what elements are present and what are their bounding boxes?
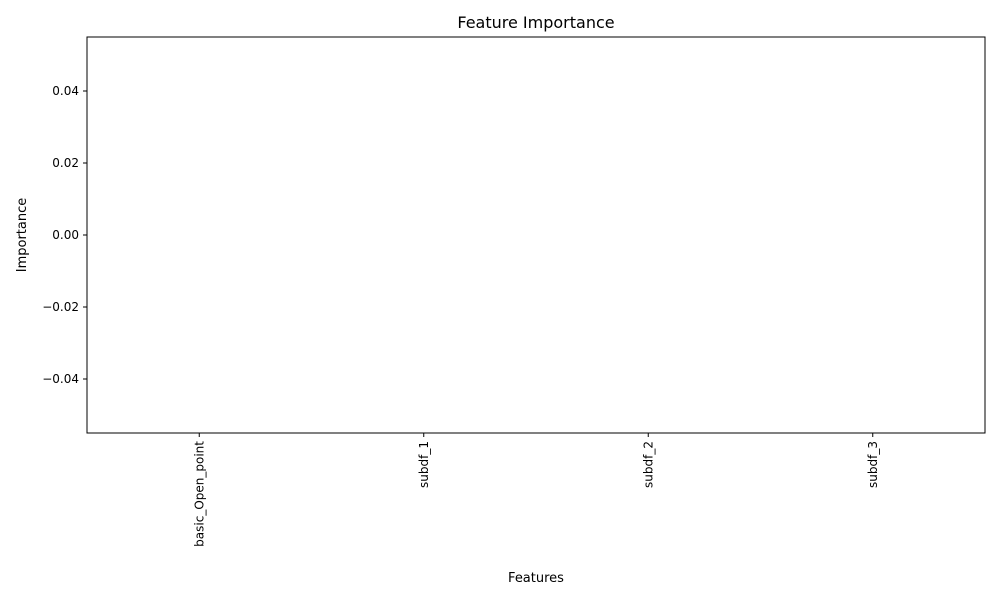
x-tick-label: basic_Open_point: [192, 441, 206, 547]
y-tick-label: 0.02: [52, 156, 79, 170]
x-tick-label: subdf_3: [866, 441, 880, 488]
y-tick-label: −0.04: [42, 372, 79, 386]
y-axis: −0.04 −0.02 0.00 0.02 0.04: [42, 84, 87, 386]
y-tick-label: −0.02: [42, 300, 79, 314]
y-tick-label: 0.00: [52, 228, 79, 242]
x-axis: basic_Open_point subdf_1 subdf_2 subdf_3: [192, 433, 880, 547]
y-tick-label: 0.04: [52, 84, 79, 98]
x-axis-label: Features: [508, 571, 564, 586]
x-tick-label: subdf_2: [641, 441, 655, 488]
x-tick-label: subdf_1: [417, 441, 431, 488]
y-axis-label: Importance: [15, 198, 30, 273]
chart-title: Feature Importance: [457, 13, 614, 32]
